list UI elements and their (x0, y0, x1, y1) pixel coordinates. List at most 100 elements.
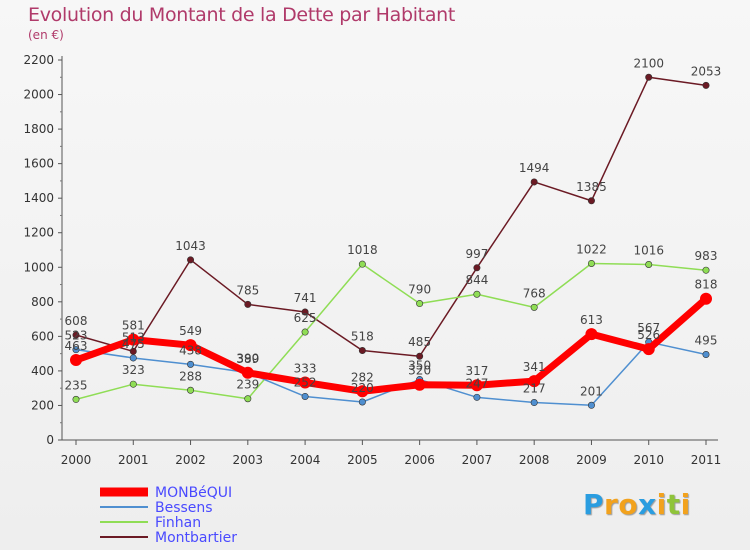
point-montbartier-2011 (702, 81, 710, 89)
point-montbartier-2007 (473, 264, 481, 272)
logo-letter: i (656, 488, 667, 521)
x-tick-label-2000: 2000 (61, 453, 92, 467)
data-label-montbartier-2001: 513 (122, 330, 145, 344)
y-tick-label-1600: 1600 (23, 157, 54, 171)
data-label-finhan-2000: 235 (65, 378, 88, 392)
data-label-monb-qui-2008: 341 (523, 360, 546, 374)
proxiti-logo: Proxiti (583, 488, 691, 521)
data-label-finhan-2008: 768 (523, 286, 546, 300)
point-bessens-2001 (129, 354, 137, 362)
point-monb-qui-2007 (470, 379, 483, 392)
data-label-monb-qui-2007: 317 (465, 364, 488, 378)
point-monb-qui-2001 (127, 333, 140, 346)
series-line-finhan (75, 262, 707, 401)
data-label-montbartier-2004: 741 (294, 291, 317, 305)
x-tick-label-2008: 2008 (519, 453, 550, 467)
data-label-bessens-2010: 567 (637, 321, 660, 335)
x-tick-label-2004: 2004 (290, 453, 321, 467)
point-montbartier-2000 (72, 331, 80, 339)
data-label-monb-qui-2001: 581 (122, 319, 145, 333)
data-label-montbartier-2010: 2100 (633, 56, 664, 70)
y-tick-label-2200: 2200 (23, 53, 54, 67)
point-monb-qui-2005 (356, 385, 369, 398)
y-tick-label-2000: 2000 (23, 88, 54, 102)
logo-letter: r (604, 488, 619, 521)
legend-label-montbartier: Montbartier (155, 530, 237, 546)
legend-label-finhan: Finhan (155, 515, 201, 531)
data-label-bessens-2000: 523 (65, 329, 88, 343)
data-label-finhan-2011: 983 (695, 249, 718, 263)
y-tick-label-400: 400 (31, 364, 54, 378)
point-bessens-2011 (702, 350, 710, 358)
point-finhan-2008 (530, 303, 538, 311)
y-tick-label-1800: 1800 (23, 122, 54, 136)
logo-letter: P (583, 488, 605, 521)
point-monb-qui-2010 (642, 343, 655, 356)
data-label-bessens-2008: 217 (523, 382, 546, 396)
data-label-monb-qui-2005: 282 (351, 370, 374, 384)
x-tick-label-2009: 2009 (576, 453, 607, 467)
data-label-bessens-2002: 438 (179, 343, 202, 357)
data-label-monb-qui-2003: 389 (236, 352, 259, 366)
data-label-finhan-2002: 288 (179, 369, 202, 383)
y-tick-label-0: 0 (46, 433, 54, 447)
point-finhan-2011 (702, 266, 710, 274)
point-bessens-2004 (301, 392, 309, 400)
data-label-bessens-2007: 247 (465, 376, 488, 390)
data-label-finhan-2007: 844 (465, 273, 488, 287)
point-montbartier-2005 (358, 347, 366, 355)
data-label-montbartier-2000: 608 (65, 314, 88, 328)
series-line-bessens (75, 341, 707, 407)
x-tick-label-2006: 2006 (404, 453, 435, 467)
data-label-monb-qui-2000: 463 (65, 339, 88, 353)
point-montbartier-2010 (645, 73, 653, 81)
point-finhan-2000 (72, 395, 80, 403)
data-label-monb-qui-2004: 333 (294, 361, 317, 375)
point-montbartier-2002 (187, 256, 195, 264)
point-monb-qui-2004 (299, 376, 312, 389)
y-tick-label-200: 200 (31, 398, 54, 412)
point-bessens-2002 (187, 360, 195, 368)
x-tick-label-2003: 2003 (233, 453, 264, 467)
data-label-monb-qui-2010: 526 (637, 328, 660, 342)
data-label-bessens-2005: 220 (351, 381, 374, 395)
point-bessens-2009 (587, 401, 595, 409)
point-finhan-2001 (129, 380, 137, 388)
data-label-monb-qui-2009: 613 (580, 313, 603, 327)
data-label-montbartier-2008: 1494 (519, 161, 550, 175)
point-bessens-2005 (358, 398, 366, 406)
data-label-finhan-2004: 625 (294, 311, 317, 325)
point-finhan-2010 (645, 261, 653, 269)
chart-title: Evolution du Montant de la Dette par Hab… (28, 4, 456, 26)
point-finhan-2006 (416, 300, 424, 308)
data-label-montbartier-2003: 785 (236, 283, 259, 297)
point-bessens-2007 (473, 393, 481, 401)
chart-subtitle: (en €) (28, 28, 64, 42)
y-tick-label-1000: 1000 (23, 260, 54, 274)
data-label-bessens-2001: 475 (122, 337, 145, 351)
data-label-bessens-2004: 252 (294, 375, 317, 389)
data-label-montbartier-2007: 997 (465, 247, 488, 261)
x-tick-label-2010: 2010 (633, 453, 664, 467)
data-label-montbartier-2009: 1385 (576, 180, 607, 194)
point-monb-qui-2003 (241, 366, 254, 379)
point-montbartier-2009 (587, 197, 595, 205)
data-label-finhan-2009: 1022 (576, 242, 607, 256)
data-label-monb-qui-2006: 320 (408, 364, 431, 378)
point-monb-qui-2011 (700, 292, 712, 305)
data-label-monb-qui-2011: 818 (695, 278, 718, 292)
logo-letter: o (618, 488, 639, 521)
data-label-bessens-2009: 201 (580, 384, 603, 398)
data-label-finhan-2005: 1018 (347, 243, 378, 257)
point-finhan-2007 (473, 290, 481, 298)
legend-label-monb-qui: MONBéQUI (155, 485, 232, 501)
data-label-bessens-2006: 350 (408, 359, 431, 373)
legend-label-bessens: Bessens (155, 500, 213, 516)
x-tick-label-2007: 2007 (462, 453, 493, 467)
data-label-montbartier-2006: 485 (408, 335, 431, 349)
data-label-finhan-2006: 790 (408, 283, 431, 297)
data-label-finhan-2003: 239 (236, 378, 259, 392)
x-tick-label-2011: 2011 (691, 453, 722, 467)
